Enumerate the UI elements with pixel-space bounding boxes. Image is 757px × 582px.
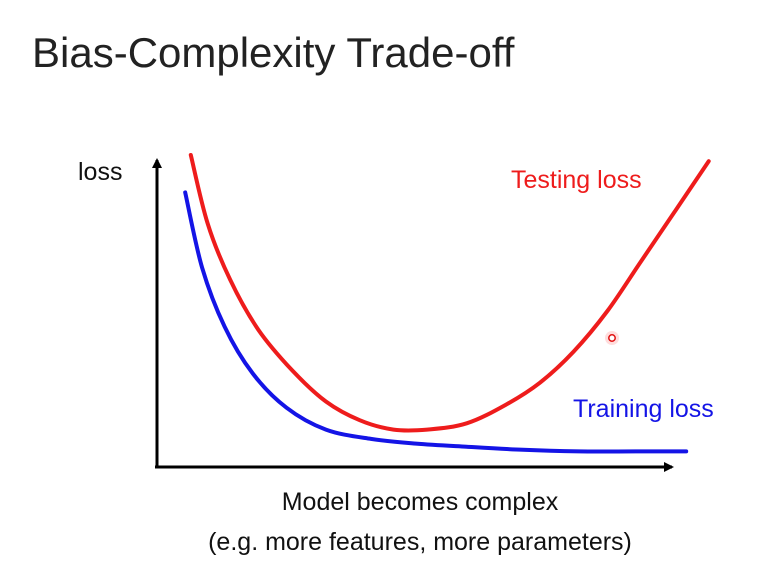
page-title: Bias-Complexity Trade-off: [32, 29, 515, 76]
x-axis-label-line1: Model becomes complex: [281, 488, 559, 516]
training-loss-label: Training loss: [573, 395, 714, 423]
training-loss-curve: [183, 190, 689, 454]
testing-loss-label: Testing loss: [511, 166, 642, 194]
y-axis-label: loss: [78, 158, 123, 186]
x-axis-label-line2: (e.g. more features, more parameters): [208, 528, 632, 556]
cursor-marker: [605, 331, 619, 345]
series-layer: [183, 153, 711, 454]
testing-loss-curve: [188, 153, 711, 433]
